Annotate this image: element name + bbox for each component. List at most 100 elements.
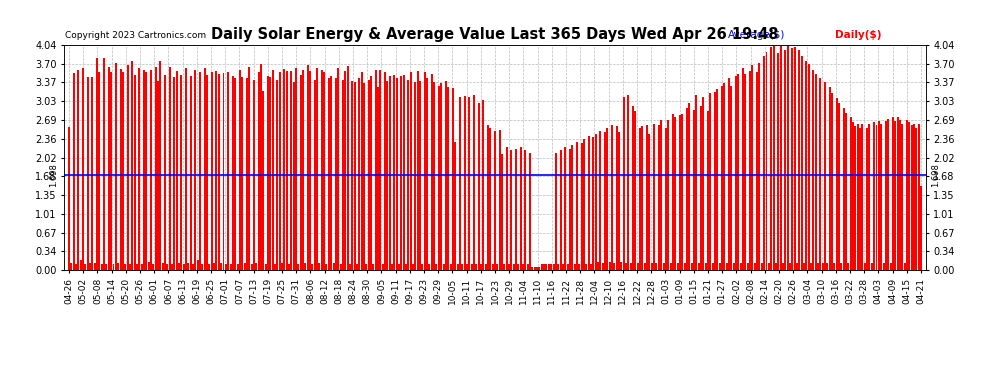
Bar (367, 80, 369, 270)
Bar (920, 186, 922, 270)
Bar (751, 65, 753, 270)
Bar (852, 122, 854, 270)
Bar (899, 120, 901, 270)
Bar (892, 117, 894, 270)
Bar (583, 139, 585, 270)
Bar (590, 264, 592, 270)
Bar (281, 263, 283, 270)
Bar (726, 263, 728, 270)
Bar (836, 99, 838, 270)
Bar (417, 70, 419, 270)
Bar (827, 263, 829, 270)
Bar (436, 264, 438, 270)
Bar (232, 76, 234, 270)
Bar (468, 98, 470, 270)
Bar (861, 124, 863, 270)
Bar (845, 113, 847, 270)
Bar (426, 78, 428, 270)
Bar (890, 263, 892, 270)
Bar (817, 263, 819, 270)
Bar (534, 267, 536, 270)
Bar (379, 69, 381, 270)
Bar (204, 68, 206, 270)
Bar (621, 262, 623, 270)
Bar (475, 264, 477, 270)
Bar (494, 131, 496, 270)
Bar (529, 153, 531, 270)
Bar (164, 75, 166, 270)
Bar (463, 96, 465, 270)
Bar (152, 264, 154, 270)
Bar (288, 264, 290, 270)
Bar (632, 106, 634, 270)
Bar (220, 263, 222, 270)
Bar (173, 77, 175, 270)
Bar (770, 47, 772, 270)
Bar (199, 72, 201, 270)
Bar (431, 74, 433, 270)
Bar (451, 88, 453, 270)
Bar (178, 263, 180, 270)
Bar (335, 78, 337, 270)
Bar (248, 67, 250, 270)
Bar (777, 53, 779, 270)
Bar (447, 87, 449, 270)
Bar (550, 264, 552, 270)
Bar (648, 134, 650, 270)
Bar (688, 103, 690, 270)
Bar (868, 124, 870, 270)
Bar (314, 80, 316, 270)
Bar (640, 128, 642, 270)
Bar (209, 264, 211, 270)
Bar (897, 117, 899, 270)
Bar (784, 50, 786, 270)
Bar (765, 52, 767, 270)
Bar (115, 63, 117, 270)
Bar (557, 264, 559, 270)
Bar (129, 264, 131, 270)
Bar (225, 264, 227, 270)
Bar (831, 93, 833, 270)
Bar (719, 263, 721, 270)
Bar (482, 100, 484, 270)
Bar (660, 120, 662, 270)
Bar (466, 264, 468, 270)
Bar (866, 128, 868, 270)
Bar (749, 70, 751, 270)
Bar (562, 264, 564, 270)
Bar (768, 263, 770, 270)
Bar (611, 125, 613, 270)
Bar (424, 72, 426, 270)
Bar (650, 263, 652, 270)
Bar (637, 263, 639, 270)
Bar (842, 108, 844, 270)
Bar (216, 70, 218, 270)
Bar (141, 264, 143, 270)
Bar (854, 126, 856, 270)
Bar (841, 263, 842, 270)
Bar (499, 130, 501, 270)
Bar (702, 98, 704, 270)
Bar (393, 75, 395, 270)
Bar (746, 263, 748, 270)
Bar (242, 77, 244, 270)
Bar (356, 264, 358, 270)
Bar (609, 262, 611, 270)
Bar (106, 264, 108, 270)
Bar (717, 89, 719, 270)
Bar (522, 264, 524, 270)
Bar (290, 70, 292, 270)
Bar (580, 143, 582, 270)
Text: Copyright 2023 Cartronics.com: Copyright 2023 Cartronics.com (65, 32, 206, 40)
Bar (305, 263, 307, 270)
Bar (422, 264, 424, 270)
Bar (168, 67, 170, 270)
Bar (159, 61, 161, 270)
Bar (585, 264, 587, 270)
Bar (443, 264, 445, 270)
Bar (382, 264, 384, 270)
Bar (370, 76, 372, 270)
Bar (372, 264, 374, 270)
Bar (539, 267, 541, 270)
Bar (180, 75, 182, 270)
